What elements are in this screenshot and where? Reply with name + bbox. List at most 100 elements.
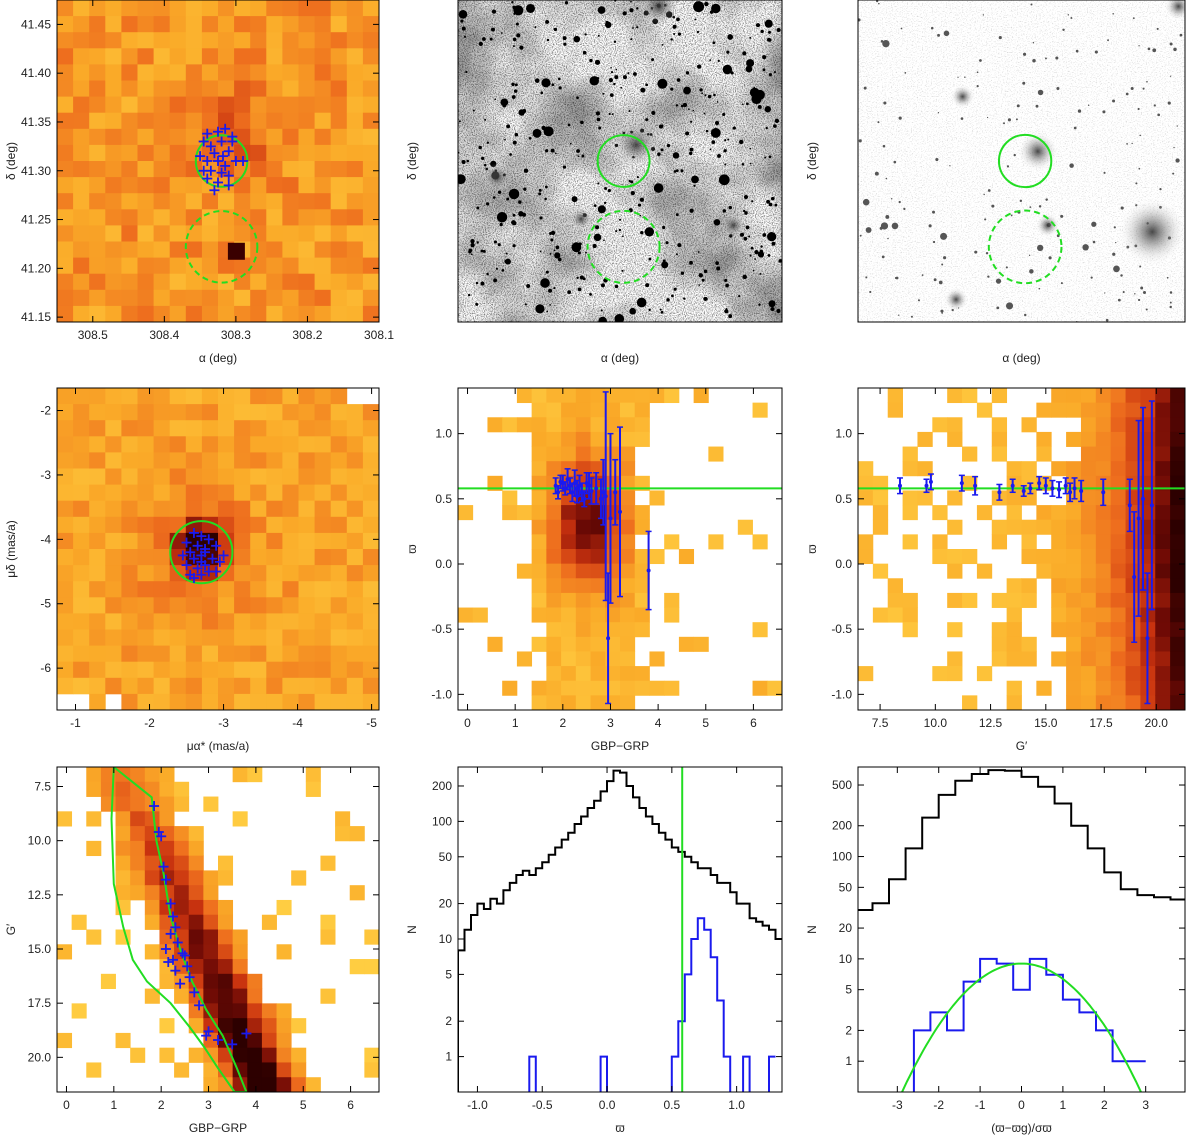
- heat-cell: [174, 988, 190, 1004]
- star: [1132, 17, 1135, 20]
- star: [880, 40, 884, 43]
- heat-cell: [234, 177, 251, 194]
- heat-cell: [169, 32, 187, 49]
- heat-cell: [678, 636, 695, 652]
- heat-cell: [330, 388, 348, 405]
- bright-star: [721, 213, 746, 238]
- heat-cell: [105, 209, 122, 226]
- star: [1139, 134, 1141, 137]
- star: [863, 86, 867, 90]
- heat-cell: [282, 404, 299, 421]
- heat-cell: [298, 273, 315, 291]
- star: [882, 39, 890, 48]
- heat-cell: [314, 420, 332, 437]
- heat-cell: [314, 0, 332, 17]
- x-tick-label: 1: [110, 1098, 117, 1112]
- heat-cell: [185, 257, 203, 275]
- heat-cell: [362, 32, 379, 49]
- heat-cell: [121, 581, 138, 598]
- heat-cell: [346, 161, 364, 178]
- star: [1120, 206, 1124, 210]
- heat-cell: [218, 257, 235, 275]
- heat-cell: [1170, 651, 1185, 667]
- heat-cell: [546, 666, 562, 682]
- heat-cell: [590, 549, 606, 565]
- member-point: [618, 509, 622, 514]
- star: [597, 205, 606, 214]
- star: [492, 196, 496, 199]
- heat-cell: [201, 112, 219, 130]
- star: [1030, 3, 1033, 6]
- heat-cell: [620, 592, 636, 608]
- heat-cell: [115, 796, 131, 812]
- star: [478, 41, 483, 47]
- star: [491, 27, 495, 32]
- heat-cell: [130, 767, 146, 783]
- heat-cell: [121, 516, 138, 534]
- star: [903, 207, 906, 211]
- heat-cell: [902, 446, 918, 462]
- y-tick-label: 1.0: [835, 427, 852, 441]
- heat-cell: [266, 597, 283, 614]
- heat-cell: [105, 404, 122, 421]
- heat-cell: [1155, 592, 1171, 608]
- heat-cell: [902, 622, 918, 638]
- heat-cell: [57, 225, 74, 242]
- star: [727, 34, 734, 40]
- heat-cell: [1125, 592, 1141, 608]
- heat-cell: [250, 96, 267, 114]
- heat-cell: [250, 645, 267, 663]
- star: [620, 86, 623, 89]
- heat-cell: [282, 144, 299, 162]
- heat-cell: [73, 565, 90, 582]
- heat-cell: [546, 519, 562, 535]
- heat-cell: [201, 468, 219, 485]
- cluster-circle-solid: [997, 133, 1053, 189]
- heat-cell: [1006, 622, 1022, 638]
- heat-cell: [218, 929, 234, 945]
- star: [1062, 28, 1065, 32]
- star: [1045, 57, 1047, 60]
- star: [928, 224, 932, 228]
- x-tick-label: 20.0: [1145, 716, 1169, 730]
- heat-cell: [590, 695, 606, 710]
- heat-cell: [1170, 490, 1185, 506]
- x-tick-label: 10.0: [924, 716, 948, 730]
- heat-cell: [531, 475, 547, 491]
- heat-cell: [185, 613, 203, 630]
- heat-cell: [188, 1003, 204, 1019]
- star: [941, 263, 944, 266]
- heat-cell: [250, 388, 267, 405]
- member-point: [589, 488, 594, 493]
- heat-cell: [330, 128, 348, 146]
- star: [608, 112, 611, 116]
- heat-cell: [362, 677, 379, 695]
- heat-cell: [1110, 636, 1126, 652]
- star: [1169, 305, 1172, 309]
- heat-cell: [314, 32, 332, 49]
- heat-cell: [872, 607, 889, 623]
- star: [486, 202, 490, 206]
- heat-cell: [1155, 636, 1171, 652]
- heat-cell: [1080, 505, 1097, 521]
- x-tick-label: 17.5: [1089, 716, 1113, 730]
- heat-cell: [169, 613, 187, 630]
- heat-cell: [105, 629, 122, 646]
- heat-cell: [1110, 622, 1126, 638]
- y-tick-label: -5: [40, 597, 51, 611]
- heat-cell: [282, 305, 299, 322]
- heat-cell: [169, 257, 187, 275]
- heat-cell: [902, 592, 918, 608]
- heat-cell: [362, 452, 379, 469]
- star: [528, 136, 532, 140]
- heat-cell: [575, 563, 591, 579]
- star: [752, 269, 755, 272]
- heat-cell: [185, 241, 203, 258]
- heat-cell: [330, 436, 348, 453]
- star: [505, 252, 508, 255]
- heat-cell: [282, 257, 299, 275]
- heat-cell: [1051, 549, 1067, 565]
- star: [555, 245, 560, 250]
- star: [472, 109, 475, 112]
